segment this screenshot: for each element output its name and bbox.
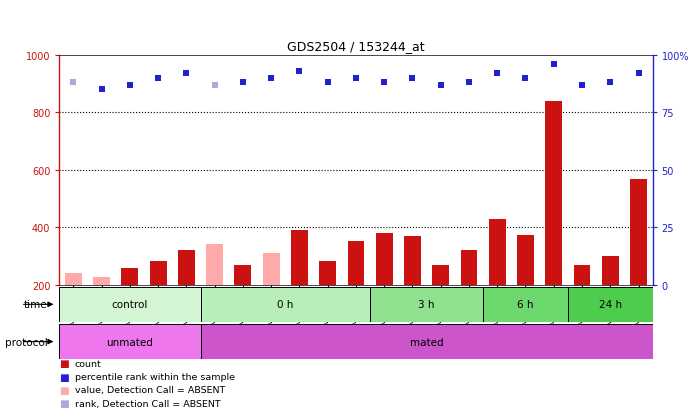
Bar bbox=[65, 273, 82, 285]
Title: GDS2504 / 153244_at: GDS2504 / 153244_at bbox=[287, 40, 425, 53]
Text: protocol: protocol bbox=[5, 337, 47, 347]
Point bbox=[237, 80, 248, 87]
Bar bbox=[178, 250, 195, 285]
Text: time: time bbox=[24, 299, 47, 310]
Bar bbox=[602, 256, 618, 285]
Bar bbox=[348, 242, 364, 285]
Bar bbox=[94, 277, 110, 285]
Bar bbox=[376, 233, 393, 285]
Text: value, Detection Call = ABSENT: value, Detection Call = ABSENT bbox=[75, 385, 225, 394]
Point bbox=[633, 71, 644, 77]
Text: 6 h: 6 h bbox=[517, 299, 534, 310]
Bar bbox=[568, 287, 653, 322]
Text: ■: ■ bbox=[59, 372, 69, 382]
Point bbox=[407, 76, 418, 82]
Bar bbox=[319, 261, 336, 285]
Bar bbox=[574, 265, 591, 285]
Bar bbox=[59, 287, 200, 322]
Point bbox=[153, 76, 164, 82]
Text: 3 h: 3 h bbox=[418, 299, 435, 310]
Point bbox=[181, 71, 192, 77]
Text: 24 h: 24 h bbox=[599, 299, 622, 310]
Text: rank, Detection Call = ABSENT: rank, Detection Call = ABSENT bbox=[75, 399, 221, 408]
Point bbox=[322, 80, 334, 87]
Bar bbox=[200, 287, 370, 322]
Text: ■: ■ bbox=[59, 385, 69, 395]
Bar bbox=[517, 235, 534, 285]
Bar bbox=[121, 268, 138, 285]
Point bbox=[68, 80, 79, 87]
Text: ■: ■ bbox=[59, 398, 69, 408]
Point bbox=[294, 69, 305, 75]
Text: count: count bbox=[75, 359, 101, 368]
Point bbox=[520, 76, 531, 82]
Bar bbox=[235, 266, 251, 285]
Point bbox=[378, 80, 389, 87]
Point bbox=[604, 80, 616, 87]
Text: 0 h: 0 h bbox=[277, 299, 294, 310]
Bar bbox=[630, 180, 647, 285]
Point bbox=[350, 76, 362, 82]
Bar bbox=[432, 266, 450, 285]
Text: ■: ■ bbox=[59, 358, 69, 368]
Point bbox=[491, 71, 503, 77]
Text: mated: mated bbox=[410, 337, 443, 347]
Text: unmated: unmated bbox=[107, 337, 154, 347]
Bar bbox=[404, 237, 421, 285]
Bar bbox=[370, 287, 483, 322]
Bar bbox=[206, 244, 223, 285]
Bar bbox=[545, 102, 562, 285]
Bar bbox=[150, 261, 167, 285]
Bar bbox=[483, 287, 568, 322]
Point bbox=[96, 87, 107, 93]
Bar bbox=[489, 220, 506, 285]
Point bbox=[435, 82, 446, 89]
Text: percentile rank within the sample: percentile rank within the sample bbox=[75, 372, 235, 381]
Bar bbox=[461, 250, 477, 285]
Bar bbox=[291, 230, 308, 285]
Point bbox=[463, 80, 475, 87]
Point bbox=[266, 76, 277, 82]
Bar bbox=[200, 324, 653, 359]
Point bbox=[209, 82, 221, 89]
Point bbox=[577, 82, 588, 89]
Text: control: control bbox=[112, 299, 148, 310]
Point bbox=[548, 62, 559, 68]
Point bbox=[124, 82, 135, 89]
Bar bbox=[262, 254, 280, 285]
Bar bbox=[59, 324, 200, 359]
